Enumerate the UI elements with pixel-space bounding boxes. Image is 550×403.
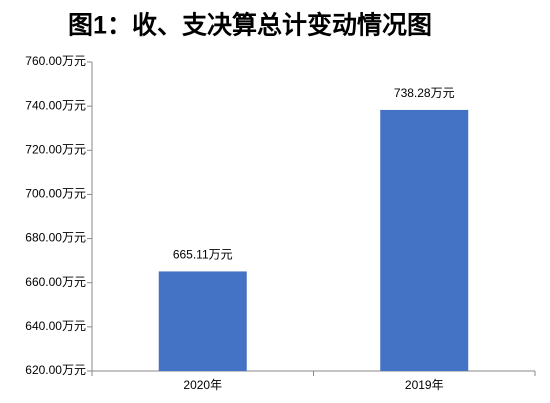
y-tick-label: 660.00万元 xyxy=(25,275,86,289)
y-tick-label: 720.00万元 xyxy=(25,142,86,156)
y-tick-label: 700.00万元 xyxy=(25,187,86,201)
y-tick-label: 760.00万元 xyxy=(25,54,86,68)
y-tick-label: 680.00万元 xyxy=(25,231,86,245)
value-label: 665.11万元 xyxy=(173,248,233,262)
x-tick-label: 2020年 xyxy=(183,378,222,392)
y-tick-label: 620.00万元 xyxy=(25,363,86,377)
chart-title: 图1：收、支决算总计变动情况图 xyxy=(68,11,432,40)
y-tick-label: 640.00万元 xyxy=(25,319,86,333)
x-tick-label: 2019年 xyxy=(405,378,444,392)
bar xyxy=(380,109,469,371)
y-tick-label: 740.00万元 xyxy=(25,98,86,112)
value-label: 738.28万元 xyxy=(394,86,455,100)
bar xyxy=(158,271,247,371)
